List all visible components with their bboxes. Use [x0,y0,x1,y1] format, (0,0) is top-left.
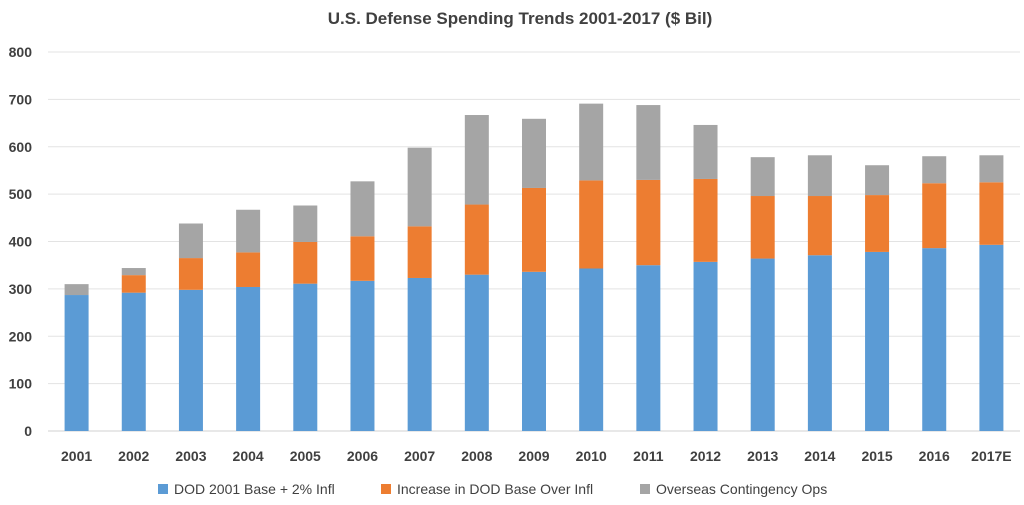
bar-segment-1 [807,196,832,256]
bar-segment-2 [293,205,318,242]
bar-segment-2 [579,103,604,181]
bar-segment-2 [236,209,261,253]
bar-segment-2 [750,157,775,197]
bar-segment-2 [464,115,489,205]
x-tick-label: 2003 [175,448,206,464]
bar-segment-0 [922,248,947,431]
x-tick-label: 2001 [61,448,92,464]
y-tick-label: 200 [9,328,33,344]
bar-segment-0 [178,289,203,431]
x-tick-label: 2013 [747,448,778,464]
bar-segment-1 [178,258,203,290]
bar-segment-2 [636,105,661,180]
bar-segment-2 [350,181,375,237]
legend: DOD 2001 Base + 2% Infl Increase in DOD B… [158,481,827,497]
x-tick-label: 2014 [804,448,835,464]
bar-segment-0 [693,261,718,431]
bar-segment-2 [64,284,89,296]
x-tick-label: 2012 [690,448,721,464]
x-tick-label: 2015 [861,448,892,464]
y-tick-label: 800 [9,44,33,60]
bar-segment-0 [750,258,775,431]
bar-segment-1 [922,183,947,249]
y-tick-label: 600 [9,139,33,155]
bar-segment-0 [522,271,546,431]
bar-segment-1 [865,195,890,252]
legend-label: Increase in DOD Base Over Infl [397,481,593,497]
x-tick-label: 2009 [518,448,549,464]
bar-segment-0 [236,286,261,431]
x-tick-label: 2004 [233,448,264,464]
bar-segment-1 [293,241,318,284]
x-tick-label: 2007 [404,448,435,464]
bar-segment-0 [464,274,489,431]
x-tick-label: 2006 [347,448,378,464]
bar-segment-2 [407,147,432,227]
bar-segment-0 [865,251,890,431]
bar-segment-2 [979,155,1004,183]
bar-segment-1 [636,179,661,266]
bar-segment-1 [693,178,718,262]
x-tick-label: 2008 [461,448,492,464]
bar-segment-2 [693,124,718,179]
bar-segment-2 [865,165,890,196]
bar-segment-1 [464,204,489,275]
bar-segment-2 [121,268,146,276]
y-tick-label: 700 [9,91,33,107]
x-tick-label: 2010 [576,448,607,464]
bar-segment-2 [807,155,832,197]
bar-segment-0 [350,280,375,431]
bar-segment-0 [407,277,432,431]
bar-segment-2 [922,156,947,184]
bar-segment-2 [522,118,546,188]
x-tick-label: 2002 [118,448,149,464]
bar-segment-0 [293,283,318,431]
legend-label: DOD 2001 Base + 2% Infl [174,481,335,497]
bar-segment-1 [579,180,604,269]
bar-segment-1 [350,236,375,281]
x-tick-label: 2017E [971,448,1011,464]
bar-segment-1 [121,275,146,293]
bar-segment-1 [750,196,775,259]
x-tick-label: 2011 [633,448,664,464]
y-tick-label: 100 [9,376,33,392]
chart-title: U.S. Defense Spending Trends 2001-2017 (… [328,9,713,28]
legend-label: Overseas Contingency Ops [656,481,827,497]
legend-swatch [158,484,168,494]
bar-segment-1 [407,226,432,278]
bar-segment-1 [522,187,546,272]
legend-swatch [640,484,650,494]
y-tick-label: 500 [9,186,33,202]
bar-segment-0 [807,255,832,431]
bar-segment-1 [236,252,261,287]
bar-segment-0 [64,295,89,431]
legend-swatch [381,484,391,494]
y-axis-ticks: 0 100 200 300 400 500 600 700 800 [9,44,33,439]
x-tick-label: 2016 [919,448,950,464]
y-tick-label: 400 [9,234,33,250]
y-tick-label: 0 [24,423,32,439]
y-tick-label: 300 [9,281,33,297]
bar-segment-0 [979,244,1004,431]
x-tick-label: 2005 [290,448,321,464]
bar-segment-2 [178,223,203,259]
bar-segment-0 [636,265,661,431]
bar-segment-1 [979,182,1004,245]
bar-segment-0 [579,268,604,431]
bars [64,103,1004,431]
x-axis-ticks: 2001 2002 2003 2004 2005 2006 2007 2008 2009 2010… [61,448,1012,464]
bar-segment-0 [121,292,146,431]
